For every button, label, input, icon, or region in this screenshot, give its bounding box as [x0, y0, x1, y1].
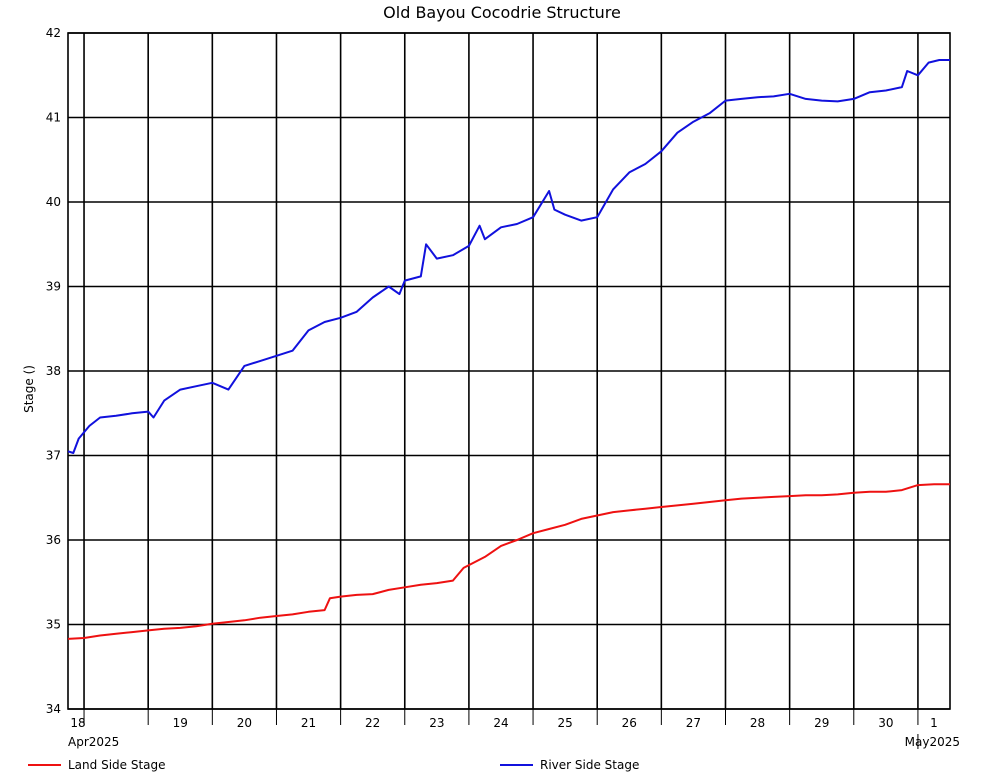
x-tick-label: 26 — [622, 716, 637, 730]
x-tick-label: 30 — [878, 716, 893, 730]
y-tick-label: 34 — [46, 702, 61, 716]
y-axis-label: Stage () — [22, 365, 36, 413]
x-tick-label: 19 — [173, 716, 188, 730]
x-tick-label: 20 — [237, 716, 252, 730]
x-month-label: Apr2025 — [68, 735, 119, 749]
x-tick-label: 24 — [493, 716, 508, 730]
y-tick-label: 40 — [46, 195, 61, 209]
x-month-label: May2025 — [905, 735, 960, 749]
y-tick-label: 38 — [46, 364, 61, 378]
y-tick-label: 41 — [46, 111, 61, 125]
plot-frame — [67, 32, 951, 710]
series-line-land-side-stage — [67, 483, 950, 640]
x-tick-label: 18 — [70, 716, 85, 730]
x-axis-ticks: 18 19 20 21 22 23 24 25 26 27 28 29 30 1 Apr2025 May202… — [68, 709, 960, 749]
plot-area — [67, 32, 951, 710]
x-tick-label: 23 — [429, 716, 444, 730]
x-tick-label: 28 — [750, 716, 765, 730]
chart-title: Old Bayou Cocodrie Structure — [383, 3, 621, 22]
series-layer — [67, 59, 950, 640]
y-tick-label: 37 — [46, 449, 61, 463]
legend-label: Land Side Stage — [68, 758, 166, 772]
y-tick-label: 36 — [46, 533, 61, 547]
y-tick-label: 35 — [46, 618, 61, 632]
series-line-river-side-stage — [67, 59, 950, 454]
x-tick-label: 1 — [930, 716, 938, 730]
legend: Land Side Stage River Side Stage — [28, 758, 639, 772]
y-axis-ticks: 34 35 36 37 38 39 40 41 42 — [46, 26, 61, 716]
x-tick-label: 25 — [557, 716, 572, 730]
x-tick-label: 29 — [814, 716, 829, 730]
x-tick-label: 22 — [365, 716, 380, 730]
x-tick-label: 27 — [686, 716, 701, 730]
y-tick-label: 42 — [46, 26, 61, 40]
grid — [68, 32, 950, 710]
x-tick-label: 21 — [301, 716, 316, 730]
y-tick-label: 39 — [46, 280, 61, 294]
legend-label: River Side Stage — [540, 758, 639, 772]
